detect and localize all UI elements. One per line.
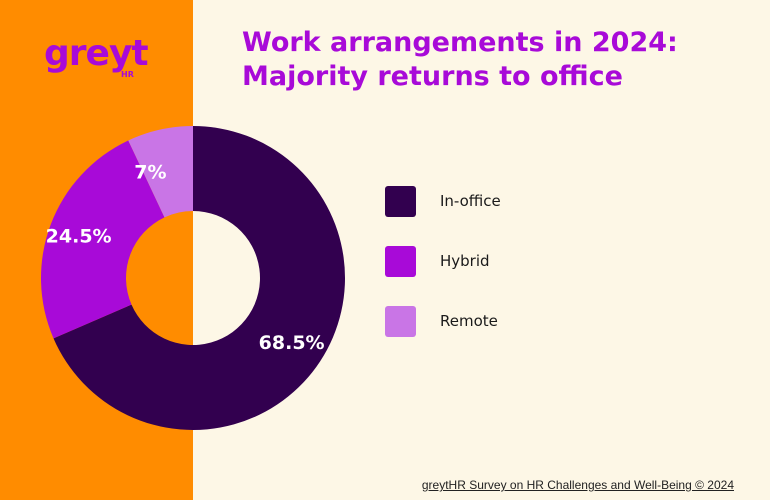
- legend-swatch-remote: [385, 306, 416, 337]
- chart-title: Work arrangements in 2024: Majority retu…: [242, 26, 752, 94]
- donut-slice-in-office: [53, 126, 346, 430]
- donut-slice-remote: [128, 126, 193, 218]
- legend-swatch-hybrid: [385, 246, 416, 277]
- donut-slice-hybrid: [41, 140, 165, 339]
- logo-wordmark: greyt: [44, 33, 149, 74]
- source-citation: greytHR Survey on HR Challenges and Well…: [421, 478, 734, 492]
- chart-title-line-2: Majority returns to office: [242, 61, 623, 92]
- legend-swatch-in-office: [385, 186, 416, 217]
- legend-label-remote: Remote: [440, 312, 498, 330]
- greythr-logo: greyt HR: [44, 36, 164, 80]
- logo-hr-mark: HR: [121, 70, 134, 79]
- chart-title-line-1: Work arrangements in 2024:: [242, 27, 678, 58]
- donut-label-hybrid: 24.5%: [46, 225, 112, 247]
- legend-label-in-office: In-office: [440, 192, 501, 210]
- donut-label-in-office: 68.5%: [259, 332, 325, 354]
- donut-label-remote: 7%: [134, 162, 166, 184]
- legend-label-hybrid: Hybrid: [440, 252, 490, 270]
